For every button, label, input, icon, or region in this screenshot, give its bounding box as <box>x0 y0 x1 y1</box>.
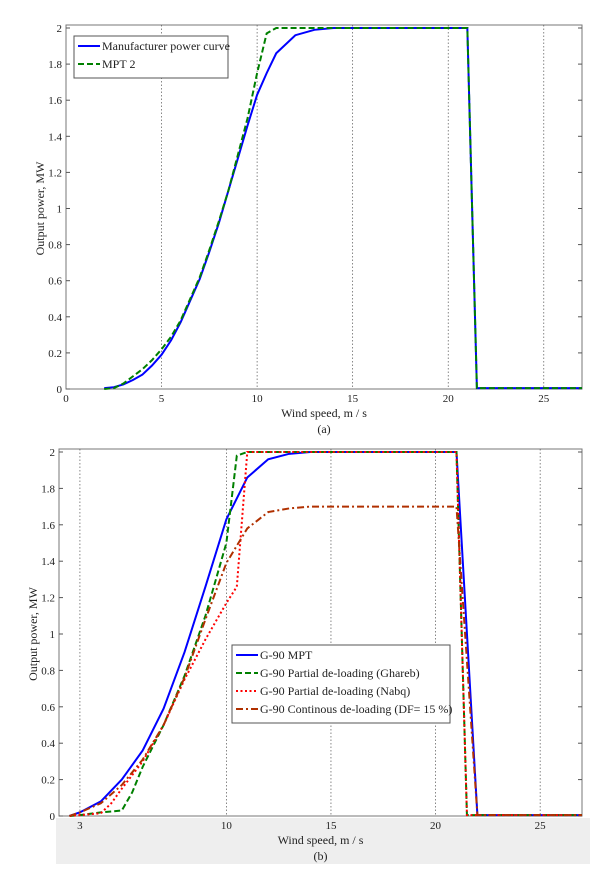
x-tick-label: 10 <box>252 393 264 405</box>
y-tick-label: 1 <box>50 629 56 641</box>
legend: Manufacturer power curve MPT 2 <box>73 35 230 79</box>
y-tick-label: 1.6 <box>48 95 62 107</box>
x-axis-label: Wind speed, m / s <box>278 833 364 847</box>
legend-box <box>231 644 451 724</box>
legend-label: G-90 MPT <box>260 648 313 662</box>
y-tick-label: 0.8 <box>41 665 55 677</box>
x-tick-label: 15 <box>325 820 337 832</box>
y-tick-label: 1.4 <box>48 131 62 143</box>
legend-label: G-90 Partial de-loading (Ghareb) <box>260 666 420 680</box>
chart-a: 0 5 10 15 20 25 0 0.2 0.4 0.6 0.8 1 1.2 1.4 1.6 1.8 2 Win… <box>33 23 583 436</box>
series-line <box>69 505 582 817</box>
legend-label: G-90 Continous de-loading (DF= 15 %) <box>260 702 452 716</box>
y-tick-label: 2 <box>50 447 56 459</box>
y-tick-label: 0 <box>57 384 63 396</box>
y-tick-label: 2 <box>57 23 63 35</box>
y-tick-label: 1.2 <box>41 593 55 605</box>
legend-label: G-90 Partial de-loading (Nabq) <box>260 684 410 698</box>
x-tick-label: 0 <box>63 393 69 405</box>
x-tick-label: 20 <box>443 393 455 405</box>
y-tick-label: 1.8 <box>48 59 62 71</box>
axis-band <box>56 818 590 864</box>
y-tick-label: 0.4 <box>48 312 62 324</box>
chart-b: 3 10 15 20 25 0 0.2 0.4 0.6 0.8 1 1.2 1.4 1.6 1.8 2 Wind… <box>26 447 590 864</box>
y-tick-label: 1.2 <box>48 167 62 179</box>
x-axis-label: Wind speed, m / s <box>281 406 367 420</box>
legend-label: MPT 2 <box>102 57 135 71</box>
y-tick-label: 1.8 <box>41 483 55 495</box>
x-tick-label: 15 <box>347 393 359 405</box>
legend-box <box>73 35 229 79</box>
x-tick-label: 25 <box>538 393 550 405</box>
x-tick-label: 20 <box>430 820 442 832</box>
y-tick-label: 0.4 <box>41 738 55 750</box>
y-tick-label: 1.4 <box>41 556 55 568</box>
legend-label: Manufacturer power curve <box>102 39 230 53</box>
plot-area <box>65 24 583 390</box>
caption: (a) <box>317 422 330 436</box>
y-tick-label: 0.2 <box>41 775 55 787</box>
y-tick-label: 1.6 <box>41 520 55 532</box>
y-tick-label: 0.2 <box>48 348 62 360</box>
series-line <box>104 27 582 390</box>
y-tick-label: 0.6 <box>41 702 55 714</box>
x-tick-label: 5 <box>159 393 165 405</box>
y-tick-label: 0.8 <box>48 240 62 252</box>
legend: G-90 MPT G-90 Partial de-loading (Ghareb)… <box>231 644 452 724</box>
y-tick-label: 0 <box>50 811 56 823</box>
y-axis-label: Output power, MW <box>33 161 47 256</box>
y-axis-label: Output power, MW <box>26 586 40 681</box>
plot-area <box>58 448 583 817</box>
y-tick-label: 0.6 <box>48 276 62 288</box>
x-tick-label: 25 <box>535 820 547 832</box>
x-tick-label: 10 <box>221 820 233 832</box>
x-tick-label: 3 <box>77 820 83 832</box>
caption: (b) <box>314 849 328 863</box>
y-tick-label: 1 <box>57 204 63 216</box>
